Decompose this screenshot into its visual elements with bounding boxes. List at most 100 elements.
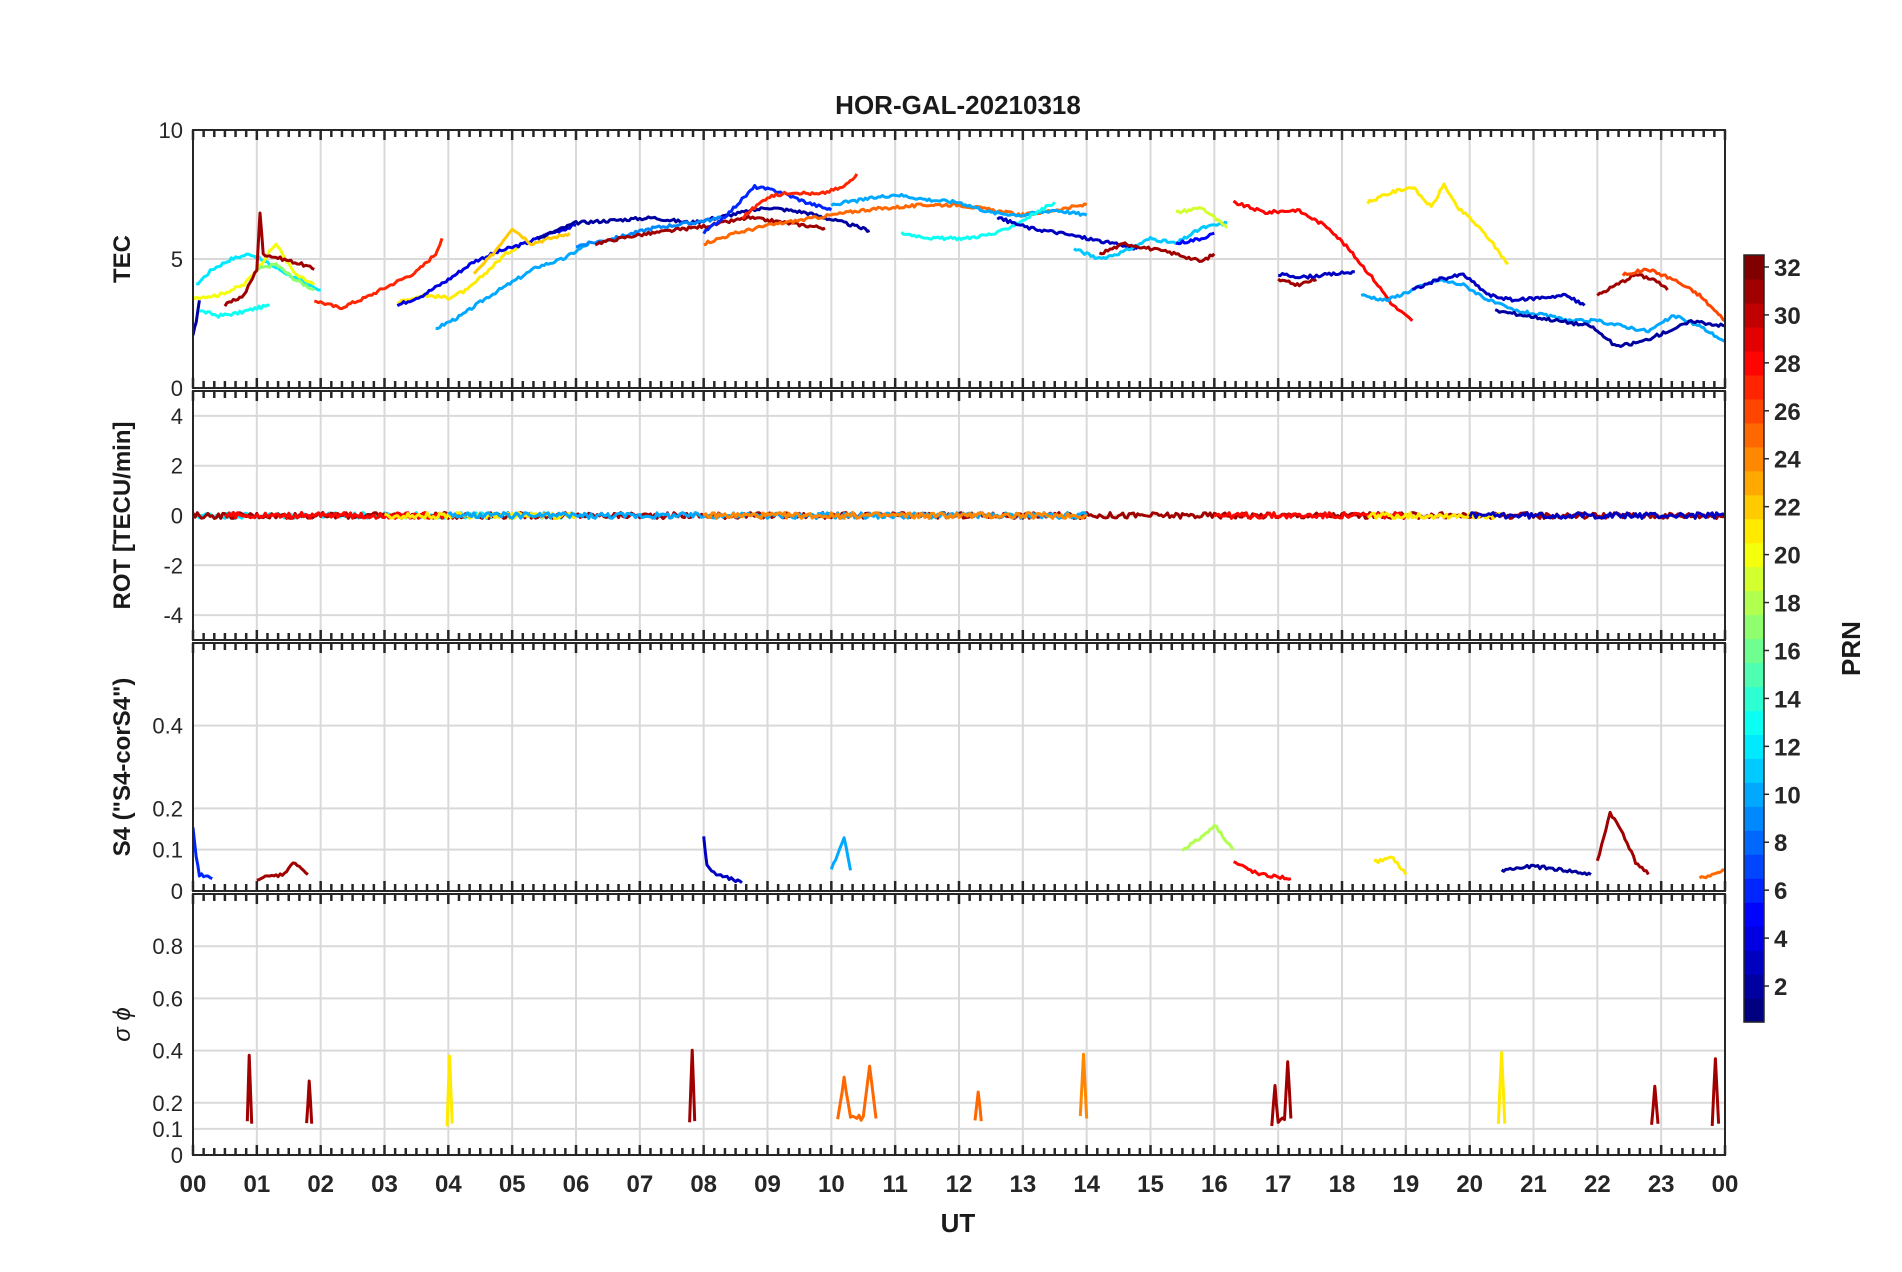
colorbar-tick-label: 30 <box>1774 303 1801 330</box>
colorbar-tick-label: 6 <box>1774 878 1787 905</box>
series-line-prn-13 <box>199 303 270 319</box>
x-tick-label: 17 <box>1265 1171 1292 1198</box>
colorbar-segment <box>1744 710 1764 735</box>
series-line-prn-28 <box>1232 199 1414 322</box>
colorbar-segment <box>1744 686 1764 712</box>
y-tick-label: 0 <box>171 879 183 904</box>
x-tick-label: 02 <box>307 1171 334 1198</box>
series-line-prn-2 <box>193 300 201 336</box>
series-line-prn-21 <box>1366 182 1510 266</box>
colorbar-tick-label: 10 <box>1774 782 1801 809</box>
series-line-prn-3 <box>1277 270 1356 280</box>
colorbar-segment <box>1744 998 1764 1023</box>
y-tick-label: 10 <box>159 118 183 143</box>
minor-ticks <box>191 130 1727 388</box>
x-tick-label: 19 <box>1392 1171 1419 1198</box>
y-tick-label: 0 <box>171 376 183 401</box>
x-tick-label: 18 <box>1329 1171 1356 1198</box>
series-line-prn-3 <box>996 216 1139 251</box>
series-group <box>193 511 1725 520</box>
series-line-prn-24 <box>702 511 1088 520</box>
y-tick-label: 0.2 <box>152 796 183 821</box>
colorbar-segment <box>1744 638 1764 664</box>
series-line-prn-18 <box>1181 824 1235 852</box>
colorbar-segment <box>1744 566 1764 592</box>
panel-rot: -4 -2 0 2 4 ROT [TECU/min] <box>109 390 1727 641</box>
series-line-prn-10 <box>1360 277 1725 343</box>
colorbar-segment <box>1744 614 1764 640</box>
colorbar-segment <box>1744 398 1764 424</box>
series-group <box>245 1048 1721 1127</box>
x-tick-label: 13 <box>1009 1171 1036 1198</box>
series-line-prn-28 <box>1233 860 1292 881</box>
series-line-prn-10 <box>830 192 1088 218</box>
chart-title: HOR-GAL-20210318 <box>835 90 1081 120</box>
series-line-prn-3 <box>1468 511 1725 520</box>
colorbar-tick-label: 4 <box>1774 926 1788 953</box>
series-line-prn-3 <box>1411 272 1586 307</box>
x-tick-label: 12 <box>946 1171 973 1198</box>
x-tick-label: 05 <box>499 1171 526 1198</box>
colorbar-tick-label: 12 <box>1774 734 1801 761</box>
y-tick-label: 0.1 <box>152 1117 183 1142</box>
series-line-prn-6 <box>702 184 833 235</box>
colorbar-frame <box>1743 254 1765 1023</box>
series-group <box>193 173 1725 348</box>
series-line-prn-31 <box>223 211 315 307</box>
colorbar-tick-label: 28 <box>1774 351 1801 378</box>
colorbar-segment <box>1744 446 1764 472</box>
colorbar-tick-label: 22 <box>1774 495 1801 522</box>
series-line-prn-25 <box>973 1090 983 1122</box>
series-line-prn-10 <box>435 242 590 330</box>
colorbar-segment <box>1744 278 1764 304</box>
series-line-prn-25 <box>836 1064 878 1122</box>
x-tick-label: 08 <box>690 1171 717 1198</box>
colorbar-segment <box>1744 494 1764 520</box>
colorbar-segment <box>1744 734 1764 759</box>
series-line-prn-11 <box>1073 220 1228 261</box>
colorbar-segment <box>1744 902 1764 927</box>
series-line-prn-9 <box>575 215 723 249</box>
colorbar-segment <box>1744 302 1764 328</box>
x-tick-label: 11 <box>882 1171 907 1198</box>
x-axis-label: UT <box>941 1208 976 1238</box>
x-tick-label: 01 <box>243 1171 270 1198</box>
colorbar-segment <box>1744 758 1764 783</box>
y-tick-label: 0.1 <box>152 838 183 863</box>
series-line-prn-27 <box>741 173 859 220</box>
x-tick-label: 00 <box>1712 1171 1739 1198</box>
series-line-prn-21 <box>1367 511 1503 520</box>
series-line-prn-31 <box>1595 810 1650 876</box>
series-line-prn-31 <box>1710 1057 1721 1126</box>
series-line-prn-31 <box>1270 1060 1293 1127</box>
colorbar-tick-label: 18 <box>1774 591 1801 618</box>
colorbar-segment <box>1744 374 1764 400</box>
y-tick-label: 0.4 <box>152 1039 183 1064</box>
colorbar-segment <box>1744 350 1764 376</box>
series-line-prn-31 <box>305 1079 314 1124</box>
colorbar-tick-label: 14 <box>1774 686 1801 713</box>
colorbar-segment <box>1744 974 1764 999</box>
series-line-prn-5 <box>1175 231 1215 246</box>
panel-s4: 0 0.1 0.2 0.4 S4 ("S4-corS4") <box>109 642 1727 904</box>
series-line-prn-31 <box>245 1053 254 1124</box>
colorbar-label: PRN <box>1836 621 1866 676</box>
series-line-prn-24 <box>1078 1052 1089 1119</box>
series-line-prn-2 <box>1494 308 1725 348</box>
y-tick-label: 5 <box>171 247 183 272</box>
colorbar-tick-label: 16 <box>1774 638 1801 665</box>
y-tick-label: 0.4 <box>152 714 183 739</box>
series-line-prn-21 <box>1373 855 1408 876</box>
colorbar-tick-label: 20 <box>1774 543 1801 570</box>
series-line-prn-31 <box>1277 277 1318 288</box>
series-line-prn-27 <box>313 237 444 311</box>
series-line-prn-26 <box>1621 267 1725 323</box>
x-tick-label: 15 <box>1137 1171 1164 1198</box>
series-line-prn-19 <box>1175 205 1229 229</box>
series-line-prn-17 <box>256 262 315 292</box>
x-tick-label: 00 <box>180 1171 207 1198</box>
x-tick-label: 07 <box>626 1171 653 1198</box>
